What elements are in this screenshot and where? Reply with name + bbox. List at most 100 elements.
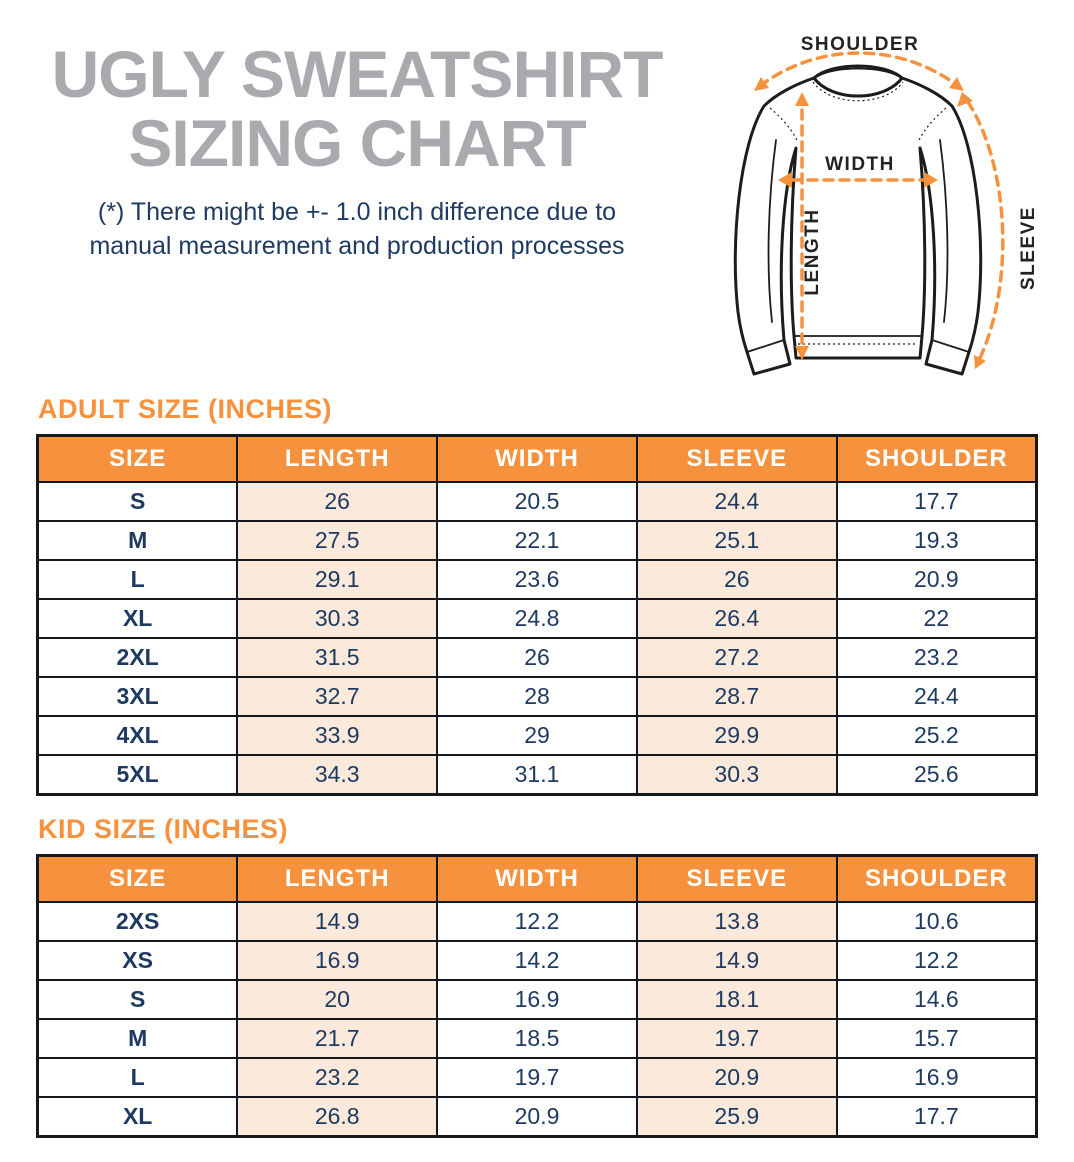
- width-arrow: [778, 172, 938, 188]
- length-cell: 33.9: [236, 715, 439, 756]
- width-label: WIDTH: [825, 154, 895, 175]
- size-cell: L: [36, 1057, 239, 1098]
- width-cell: 26: [436, 637, 638, 678]
- table-row: L 29.1 23.6 26 20.9: [36, 559, 1038, 600]
- length-cell: 16.9: [236, 940, 439, 981]
- shoulder-arrow: [754, 51, 964, 91]
- column-header-width: WIDTH: [436, 854, 638, 903]
- size-cell: 2XS: [36, 901, 239, 942]
- sweatshirt-measurement-illustration: SHOULDER WIDTH LENGTH SLEEVE: [733, 34, 1039, 376]
- length-cell: 23.2: [236, 1057, 439, 1098]
- column-header-size: SIZE: [36, 854, 239, 903]
- width-cell: 29: [436, 715, 638, 756]
- sleeve-cell: 14.9: [635, 940, 838, 981]
- page-title-line2: SIZING CHART: [128, 106, 586, 181]
- shoulder-cell: 23.2: [835, 637, 1038, 678]
- column-header-length: LENGTH: [236, 854, 439, 903]
- hero-section: UGLY SWEATSHIRT SIZING CHART (*) There m…: [0, 0, 1074, 394]
- size-cell: XL: [36, 1096, 239, 1138]
- width-cell: 24.8: [436, 598, 638, 639]
- shoulder-label: SHOULDER: [801, 34, 920, 55]
- length-cell: 29.1: [236, 559, 439, 600]
- shoulder-cell: 25.2: [835, 715, 1038, 756]
- page-title: UGLY SWEATSHIRT SIZING CHART: [0, 37, 714, 181]
- sleeve-cell: 30.3: [635, 754, 838, 796]
- size-cell: XL: [36, 598, 239, 639]
- shoulder-cell: 22: [835, 598, 1038, 639]
- length-cell: 31.5: [236, 637, 439, 678]
- sleeve-cell: 27.2: [635, 637, 838, 678]
- shoulder-cell: 10.6: [835, 901, 1038, 942]
- shoulder-cell: 24.4: [835, 676, 1038, 717]
- size-cell: 3XL: [36, 676, 239, 717]
- width-cell: 12.2: [436, 901, 638, 942]
- adult-size-table: SIZE LENGTH WIDTH SLEEVE SHOULDER S 26 2…: [36, 434, 1038, 796]
- shoulder-cell: 17.7: [835, 1096, 1038, 1138]
- width-cell: 22.1: [436, 520, 638, 561]
- column-header-width: WIDTH: [436, 434, 638, 483]
- column-header-length: LENGTH: [236, 434, 439, 483]
- table-row: XS 16.9 14.2 14.9 12.2: [36, 940, 1038, 981]
- sleeve-cell: 25.9: [635, 1096, 838, 1138]
- right-sleeve-fold: [939, 139, 949, 323]
- table-row: XL 30.3 24.8 26.4 22: [36, 598, 1038, 639]
- column-header-sleeve: SLEEVE: [635, 854, 838, 903]
- collar-rib-line: [822, 67, 894, 74]
- sweatshirt-diagram: SHOULDER WIDTH LENGTH SLEEVE: [714, 8, 1058, 388]
- length-arrow: [795, 92, 809, 360]
- table-header-row: SIZE LENGTH WIDTH SLEEVE SHOULDER: [36, 854, 1038, 903]
- width-cell: 14.2: [436, 940, 638, 981]
- width-cell: 20.9: [436, 1096, 638, 1138]
- width-cell: 18.5: [436, 1018, 638, 1059]
- length-cell: 32.7: [236, 676, 439, 717]
- right-shoulder-seam: [917, 107, 947, 143]
- table-row: XL 26.8 20.9 25.9 17.7: [36, 1096, 1038, 1138]
- left-shoulder-seam: [769, 107, 799, 143]
- length-cell: 34.3: [236, 754, 439, 796]
- right-cuff-line: [931, 339, 970, 353]
- sleeve-cell: 28.7: [635, 676, 838, 717]
- table-row: S 26 20.5 24.4 17.7: [36, 481, 1038, 522]
- size-cell: M: [36, 520, 239, 561]
- collar: [812, 64, 904, 98]
- sleeve-cell: 24.4: [635, 481, 838, 522]
- column-header-sleeve: SLEEVE: [635, 434, 838, 483]
- table-header-row: SIZE LENGTH WIDTH SLEEVE SHOULDER: [36, 434, 1038, 483]
- length-cell: 26: [236, 481, 439, 522]
- table-row: L 23.2 19.7 20.9 16.9: [36, 1057, 1038, 1098]
- size-cell: XS: [36, 940, 239, 981]
- column-header-shoulder: SHOULDER: [835, 854, 1038, 903]
- table-row: 2XS 14.9 12.2 13.8 10.6: [36, 901, 1038, 942]
- table-row: M 27.5 22.1 25.1 19.3: [36, 520, 1038, 561]
- size-cell: S: [36, 481, 239, 522]
- sleeve-cell: 26.4: [635, 598, 838, 639]
- width-cell: 20.5: [436, 481, 638, 522]
- table-row: 2XL 31.5 26 27.2 23.2: [36, 637, 1038, 678]
- sleeve-cell: 29.9: [635, 715, 838, 756]
- table-row: M 21.7 18.5 19.7 15.7: [36, 1018, 1038, 1059]
- sleeve-cell: 26: [635, 559, 838, 600]
- sleeve-cell: 13.8: [635, 901, 838, 942]
- length-cell: 30.3: [236, 598, 439, 639]
- column-header-size: SIZE: [36, 434, 239, 483]
- left-cuff-line: [746, 339, 785, 353]
- title-block: UGLY SWEATSHIRT SIZING CHART (*) There m…: [0, 0, 714, 394]
- page-title-line1: UGLY SWEATSHIRT: [51, 37, 664, 111]
- size-cell: M: [36, 1018, 239, 1059]
- sweatshirt-outline: [733, 76, 983, 376]
- shoulder-cell: 15.7: [835, 1018, 1038, 1059]
- length-cell: 26.8: [236, 1096, 439, 1138]
- width-cell: 28: [436, 676, 638, 717]
- disclaimer-line1: (*) There might be +- 1.0 inch differenc…: [97, 197, 617, 226]
- table-row: S 20 16.9 18.1 14.6: [36, 979, 1038, 1020]
- shoulder-cell: 20.9: [835, 559, 1038, 600]
- width-cell: 23.6: [436, 559, 638, 600]
- table-row: 5XL 34.3 31.1 30.3 25.6: [36, 754, 1038, 796]
- shoulder-cell: 12.2: [835, 940, 1038, 981]
- measurement-disclaimer: (*) There might be +- 1.0 inch differenc…: [12, 195, 702, 264]
- width-cell: 19.7: [436, 1057, 638, 1098]
- adult-size-heading: ADULT SIZE (INCHES): [38, 394, 332, 424]
- width-cell: 31.1: [436, 754, 638, 796]
- disclaimer-line2: manual measurement and production proces…: [89, 232, 625, 261]
